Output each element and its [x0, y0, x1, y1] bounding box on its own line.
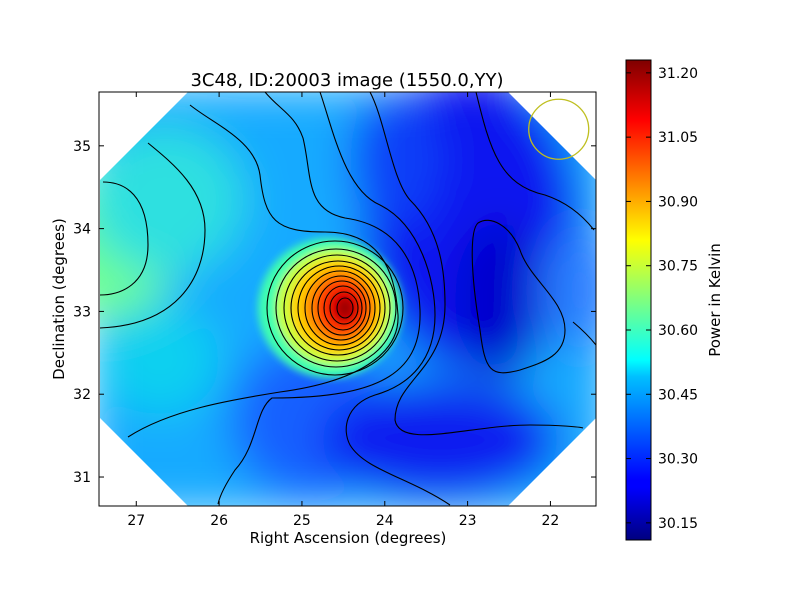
- contour-line: [311, 275, 371, 341]
- colorbar-tick-label: 30.75: [658, 259, 698, 275]
- contour-lines: [99, 92, 596, 506]
- x-tick-label: 23: [459, 513, 477, 529]
- colorbar-tick-label: 31.05: [658, 130, 698, 146]
- y-tick-label: 32: [73, 387, 91, 403]
- colorbar: 30.15 30.30 30.45 30.60 30.75 30.90 31.05 31.20…: [625, 59, 724, 541]
- x-tick-label: 27: [127, 513, 145, 529]
- contour-line: [290, 260, 386, 356]
- contour-line: [99, 181, 149, 296]
- contour-line: [283, 254, 391, 362]
- colorbar-tick-label: 30.45: [658, 387, 698, 403]
- y-axis: 31 32 33 34 35: [73, 139, 596, 486]
- contour-line: [217, 92, 421, 505]
- x-tick-label: 26: [210, 513, 228, 529]
- contour-line: [323, 285, 363, 331]
- colorbar-tick-label: 30.90: [658, 194, 698, 210]
- colorbar-tick-label: 30.15: [658, 516, 698, 532]
- colorbar-tick-label: 31.20: [658, 66, 698, 82]
- contour-line: [319, 92, 451, 506]
- colorbar-label: Power in Kelvin: [706, 243, 724, 357]
- contour-line: [266, 240, 404, 376]
- contour-line: [297, 265, 381, 351]
- contour-line: [317, 280, 367, 336]
- y-axis-label: Declination (degrees): [50, 218, 68, 380]
- x-tick-label: 25: [293, 513, 311, 529]
- y-tick-label: 31: [73, 470, 91, 486]
- chart-title: 3C48, ID:20003 image (1550.0,YY): [190, 70, 503, 91]
- beam-circle: [528, 98, 590, 160]
- colorbar-gradient: [625, 59, 652, 541]
- contour-line: [304, 270, 376, 346]
- x-tick-label: 22: [542, 513, 560, 529]
- contour-line: [471, 219, 566, 374]
- colorbar-tick-label: 30.60: [658, 323, 698, 339]
- colorbar-tick-label: 30.30: [658, 452, 698, 468]
- x-axis: 27 26 25 24 23 22: [127, 92, 559, 529]
- contour-line: [275, 248, 397, 368]
- y-tick-label: 35: [73, 139, 91, 155]
- plot-area: [98, 91, 597, 507]
- contour-line: [475, 92, 595, 231]
- contour-line: [369, 92, 584, 436]
- contour-line: [127, 104, 399, 438]
- y-tick-label: 34: [73, 222, 91, 238]
- x-tick-label: 24: [376, 513, 394, 529]
- y-tick-label: 33: [73, 304, 91, 320]
- contour-line: [572, 321, 596, 346]
- contour-line: [99, 142, 206, 329]
- contour-line: [329, 291, 359, 325]
- contour-line: [336, 297, 354, 319]
- x-axis-label: Right Ascension (degrees): [250, 529, 447, 547]
